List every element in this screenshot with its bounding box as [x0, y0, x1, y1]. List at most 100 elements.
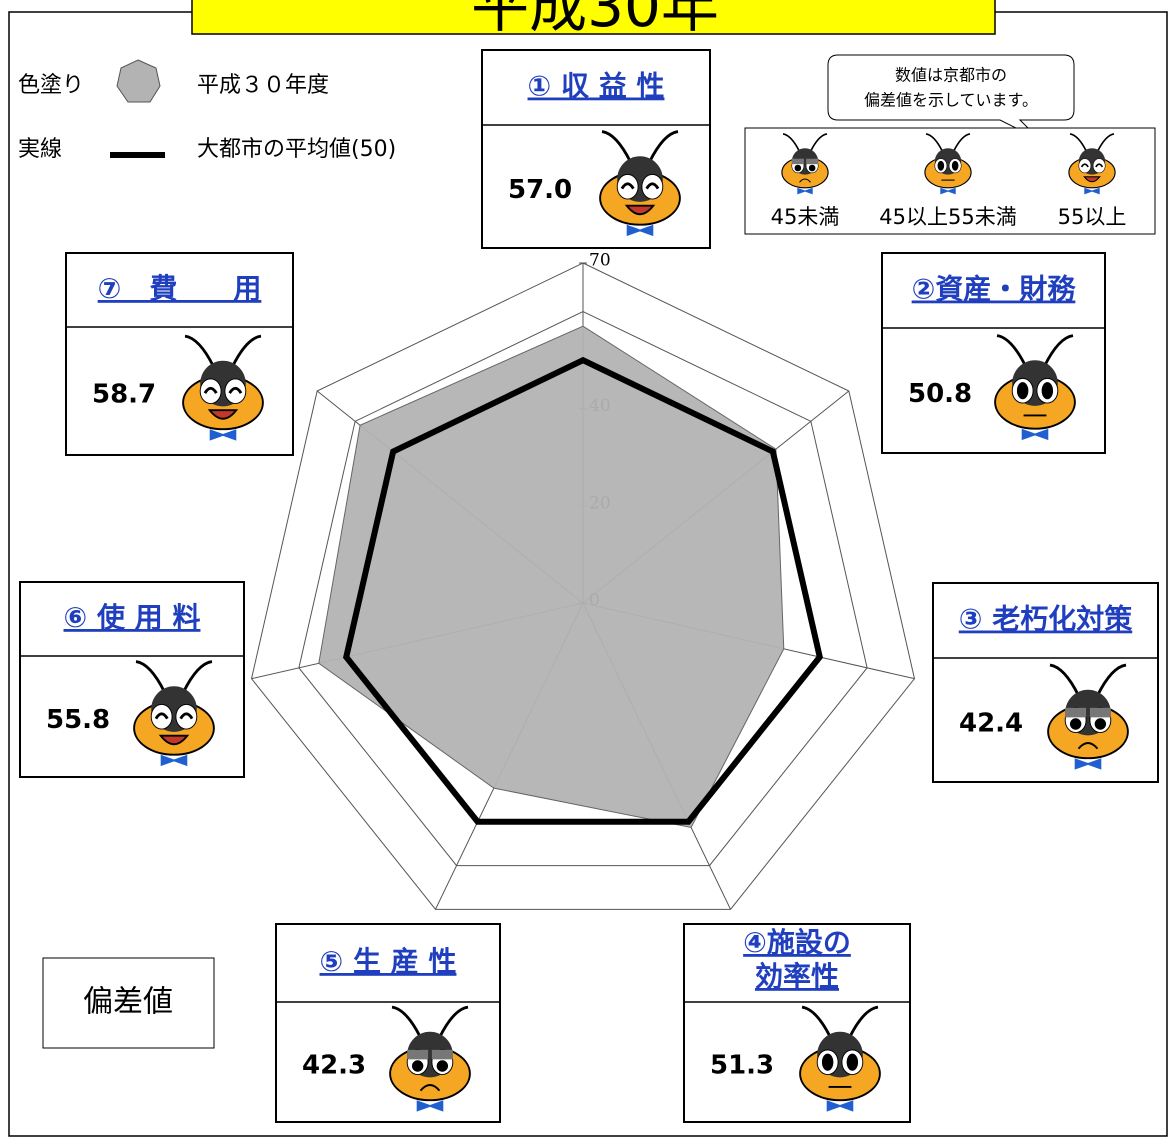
annotation: 数値は京都市の: [895, 66, 1007, 85]
category-label: ④施設の: [743, 926, 851, 959]
category-box: [932, 582, 1159, 783]
eye: [616, 173, 639, 200]
face-legend-label: 45未満: [771, 205, 840, 229]
mascot: [133, 660, 215, 767]
pupil: [937, 160, 945, 171]
banner: [191, 0, 996, 35]
eye-arc: [228, 386, 243, 394]
bowtie: [160, 754, 188, 767]
kind-box: [42, 957, 215, 1049]
mouth: [419, 1084, 441, 1092]
category-label: ③ 老朽化対策: [959, 603, 1132, 636]
mascot: [994, 334, 1076, 441]
banner-title: 平成30年: [471, 0, 719, 40]
grid-ring: [298, 311, 868, 867]
eye-arc: [645, 182, 660, 190]
bowtie: [416, 1100, 444, 1112]
pupil: [411, 1060, 424, 1072]
eyelid: [1065, 707, 1087, 718]
face-legend-label: 45以上55未満: [879, 205, 1016, 229]
value-label: 57.0: [508, 175, 572, 205]
category-label: ① 収 益 性: [528, 70, 665, 103]
legend-entry: 大都市の平均値(50): [197, 137, 396, 162]
series-area: [318, 325, 785, 829]
eye-arc: [154, 712, 169, 720]
category-label: ②資産・財務: [912, 273, 1077, 306]
bowtie: [940, 187, 956, 195]
mouth: [1077, 742, 1099, 750]
eye: [175, 703, 198, 730]
eye-arc: [620, 182, 635, 190]
radar: 0204070: [250, 251, 916, 910]
bowtie: [209, 429, 237, 441]
eyelid: [806, 158, 819, 165]
antenna: [782, 133, 828, 152]
mascot: [1047, 663, 1129, 770]
kind-label: 偏差値: [83, 985, 173, 1020]
mascot: [182, 334, 264, 441]
y-tick-label: 70: [589, 251, 611, 271]
mouth: [207, 409, 239, 420]
pupil: [808, 164, 816, 172]
category-label: ⑥ 使 用 料: [64, 601, 201, 634]
antenna: [135, 660, 213, 693]
eyelid: [407, 1049, 429, 1060]
grid-ring: [250, 262, 916, 910]
pupil: [951, 160, 959, 171]
bowtie: [826, 1100, 854, 1112]
mascot: [781, 133, 829, 195]
pupil: [1094, 718, 1107, 730]
mascot: [799, 1005, 881, 1112]
pupil: [1069, 718, 1082, 730]
eye-arc: [179, 712, 194, 720]
eye: [1092, 158, 1106, 174]
series-area: [342, 356, 824, 825]
eye: [150, 703, 173, 730]
category-label: ⑦ 費 用: [98, 272, 262, 305]
pupil: [794, 164, 802, 172]
mouth: [158, 734, 190, 746]
eyelid: [791, 158, 804, 165]
antenna: [1049, 663, 1127, 697]
eyelid: [431, 1049, 453, 1060]
mouth: [624, 204, 656, 216]
antenna: [391, 1005, 469, 1039]
eye: [641, 173, 664, 200]
annotation: 偏差値を示しています。: [864, 91, 1038, 110]
antenna: [1069, 133, 1115, 152]
mouth: [799, 178, 811, 183]
mascot: [1068, 133, 1116, 195]
mouth: [1083, 176, 1101, 183]
bowtie: [797, 187, 813, 195]
antenna: [184, 334, 262, 368]
bowtie: [626, 224, 654, 237]
value-label: 42.3: [302, 1051, 366, 1081]
legend-entry: 平成３０年度: [197, 73, 329, 98]
value-label: 42.4: [959, 709, 1023, 739]
eyelid: [1089, 707, 1111, 718]
eye-arc: [1095, 163, 1104, 168]
category-label: ⑤ 生 産 性: [320, 945, 457, 978]
mascot: [599, 130, 681, 237]
bowtie: [1021, 428, 1049, 441]
category-box: [881, 252, 1106, 454]
antenna: [801, 1005, 879, 1039]
value-label: 51.3: [710, 1051, 774, 1081]
value-label: 58.7: [92, 380, 156, 410]
eye: [224, 378, 247, 405]
mascot: [389, 1005, 471, 1112]
legend-label: 色塗り: [18, 73, 84, 98]
bowtie: [1084, 187, 1100, 195]
eye: [199, 378, 222, 405]
bowtie: [1074, 758, 1102, 770]
eye: [1078, 158, 1092, 174]
pupil: [846, 1053, 859, 1071]
legend-label: 実線: [18, 137, 62, 162]
antenna: [601, 130, 679, 163]
pupil: [821, 1053, 834, 1071]
legend-swatch: [116, 59, 161, 103]
pupil: [1041, 382, 1054, 400]
antenna: [996, 334, 1074, 367]
category-label: 効率性: [755, 960, 839, 993]
